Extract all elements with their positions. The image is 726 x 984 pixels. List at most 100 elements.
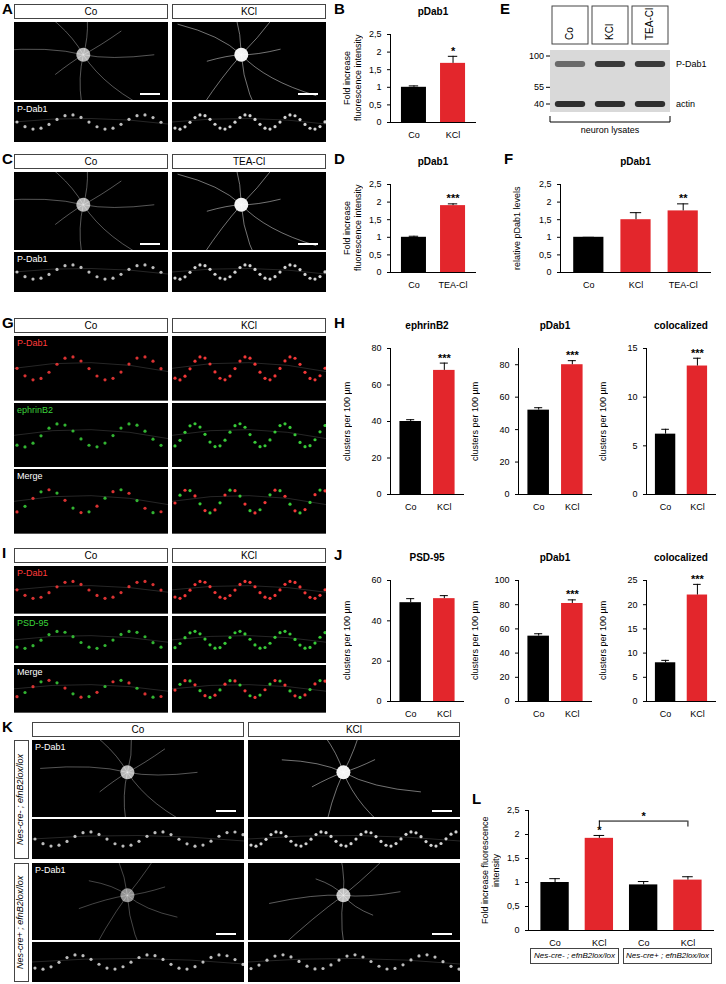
svg-text:***: ***: [566, 349, 580, 361]
svg-text:***: ***: [691, 573, 705, 585]
svg-text:60: 60: [371, 380, 381, 390]
svg-text:Co: Co: [549, 938, 561, 948]
svg-text:*: *: [642, 810, 647, 822]
svg-text:0: 0: [376, 267, 381, 277]
svg-text:0,5: 0,5: [369, 250, 382, 260]
svg-text:*: *: [451, 45, 456, 57]
svg-text:1: 1: [376, 232, 381, 242]
svg-text:KCl: KCl: [681, 938, 696, 948]
svg-text:1,5: 1,5: [539, 215, 552, 225]
svg-text:40: 40: [371, 416, 381, 426]
svg-text:100: 100: [529, 51, 544, 61]
svg-text:40: 40: [371, 616, 381, 626]
svg-text:0: 0: [504, 696, 509, 706]
svg-text:KCl: KCl: [437, 502, 452, 512]
svg-text:40: 40: [534, 99, 544, 109]
svg-text:actin: actin: [676, 99, 695, 109]
svg-text:***: ***: [691, 347, 705, 359]
svg-text:80: 80: [499, 600, 509, 610]
svg-text:1,5: 1,5: [507, 853, 520, 863]
svg-text:0,5: 0,5: [539, 250, 552, 260]
svg-text:***: ***: [438, 352, 452, 364]
svg-text:Co: Co: [408, 130, 420, 140]
svg-text:20: 20: [499, 672, 509, 682]
svg-text:0,5: 0,5: [507, 901, 520, 911]
svg-text:10: 10: [627, 392, 637, 402]
svg-text:1,5: 1,5: [369, 65, 382, 75]
html-text:Fold increase fluorescence int: Fold increase fluorescence intensity: [342, 34, 363, 122]
svg-text:60: 60: [371, 575, 381, 585]
svg-text:0: 0: [514, 925, 519, 935]
svg-text:Co: Co: [660, 709, 672, 719]
svg-text:20: 20: [371, 453, 381, 463]
svg-text:Co: Co: [405, 709, 417, 719]
svg-text:2,5: 2,5: [369, 29, 382, 39]
svg-text:2,5: 2,5: [369, 179, 382, 189]
svg-text:***: ***: [566, 588, 580, 600]
svg-text:Co: Co: [583, 280, 595, 290]
svg-text:80: 80: [499, 360, 509, 370]
svg-text:KCl: KCl: [565, 502, 580, 512]
svg-text:100: 100: [494, 575, 509, 585]
svg-text:0: 0: [376, 489, 381, 499]
svg-text:20: 20: [499, 457, 509, 467]
svg-text:TEA-Cl: TEA-Cl: [439, 280, 468, 290]
svg-text:55: 55: [534, 82, 544, 92]
svg-text:2,5: 2,5: [507, 805, 520, 815]
svg-text:TEA-Cl: TEA-Cl: [669, 280, 698, 290]
svg-text:KCl: KCl: [592, 938, 607, 948]
svg-text:0: 0: [546, 267, 551, 277]
svg-text:0: 0: [632, 489, 637, 499]
svg-text:KCl: KCl: [629, 280, 644, 290]
svg-text:0,5: 0,5: [369, 100, 382, 110]
svg-text:**: **: [679, 192, 688, 204]
svg-text:1: 1: [546, 232, 551, 242]
svg-text:***: ***: [447, 192, 461, 204]
svg-text:KCl: KCl: [690, 709, 705, 719]
svg-text:Co: Co: [405, 502, 417, 512]
svg-text:2: 2: [376, 197, 381, 207]
svg-text:Co: Co: [638, 938, 650, 948]
svg-text:2: 2: [514, 829, 519, 839]
html-text:Fold increase fluorescence int: Fold increase fluorescence intensity: [342, 184, 363, 272]
svg-text:1,5: 1,5: [369, 215, 382, 225]
svg-text:2: 2: [376, 47, 381, 57]
svg-text:1: 1: [514, 877, 519, 887]
svg-text:10: 10: [627, 648, 637, 658]
svg-text:1: 1: [376, 82, 381, 92]
svg-text:15: 15: [627, 343, 637, 353]
svg-text:P-Dab1: P-Dab1: [676, 59, 707, 69]
svg-text:20: 20: [371, 656, 381, 666]
svg-text:15: 15: [627, 624, 637, 634]
svg-text:5: 5: [632, 672, 637, 682]
svg-text:0: 0: [632, 696, 637, 706]
svg-text:0: 0: [504, 489, 509, 499]
svg-text:neuron lysates: neuron lysates: [581, 125, 640, 135]
svg-text:KCl: KCl: [565, 709, 580, 719]
html-text:G: G: [2, 314, 14, 331]
html-text:Fold increase fluorescence int: Fold increase fluorescence intensity: [480, 816, 501, 924]
svg-text:KCl: KCl: [604, 24, 615, 40]
svg-text:0: 0: [376, 117, 381, 127]
svg-text:40: 40: [499, 648, 509, 658]
svg-text:Co: Co: [660, 502, 672, 512]
svg-text:0: 0: [376, 696, 381, 706]
svg-text:2: 2: [546, 197, 551, 207]
svg-text:5: 5: [632, 441, 637, 451]
svg-text:TEA-Cl: TEA-Cl: [644, 8, 655, 40]
svg-text:Co: Co: [533, 709, 545, 719]
html-text:pDab1: pDab1: [417, 6, 449, 17]
svg-text:KCl: KCl: [437, 709, 452, 719]
svg-text:60: 60: [499, 624, 509, 634]
svg-text:Co: Co: [533, 502, 545, 512]
svg-text:40: 40: [499, 424, 509, 434]
svg-text:KCl: KCl: [446, 130, 461, 140]
svg-text:Co: Co: [408, 280, 420, 290]
svg-text:60: 60: [499, 392, 509, 402]
svg-text:80: 80: [371, 343, 381, 353]
svg-text:Co: Co: [564, 27, 575, 40]
svg-text:20: 20: [627, 600, 637, 610]
svg-text:2,5: 2,5: [539, 179, 552, 189]
svg-text:25: 25: [627, 575, 637, 585]
svg-text:KCl: KCl: [690, 502, 705, 512]
